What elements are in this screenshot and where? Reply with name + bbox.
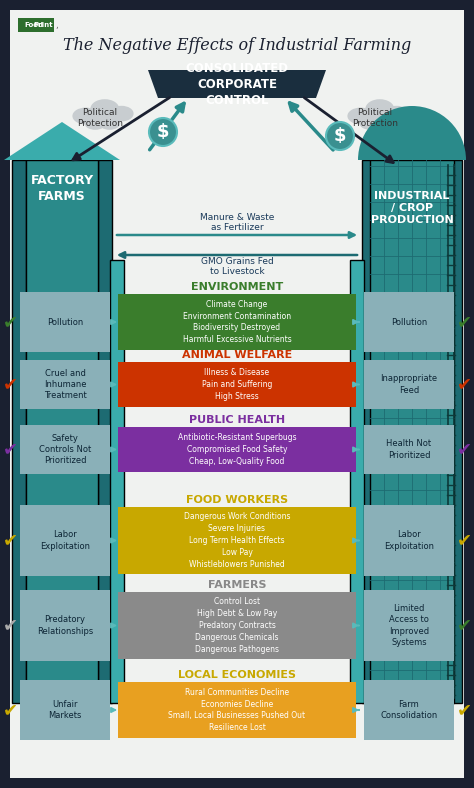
Ellipse shape (347, 108, 374, 125)
Text: ✔: ✔ (456, 313, 472, 331)
Ellipse shape (384, 106, 409, 121)
Text: ✔: ✔ (456, 701, 472, 719)
Text: Illness & Disease
Pain and Suffering
High Stress: Illness & Disease Pain and Suffering Hig… (202, 368, 272, 401)
Text: LOCAL ECONOMIES: LOCAL ECONOMIES (178, 670, 296, 680)
Text: The Negative Effects of Industrial Farming: The Negative Effects of Industrial Farmi… (63, 36, 411, 54)
Text: Antibiotic-Resistant Superbugs
Compromised Food Safety
Cheap, Low-Quality Food: Antibiotic-Resistant Superbugs Compromis… (178, 433, 296, 466)
FancyBboxPatch shape (20, 360, 110, 409)
Text: ✔: ✔ (456, 376, 472, 393)
Text: ✔: ✔ (456, 531, 472, 549)
Ellipse shape (73, 108, 99, 125)
Ellipse shape (374, 117, 395, 130)
Text: Rural Communities Decline
Economies Decline
Small, Local Businesses Pushed Out
R: Rural Communities Decline Economies Decl… (168, 688, 306, 732)
Ellipse shape (99, 117, 120, 130)
FancyBboxPatch shape (364, 680, 454, 740)
Ellipse shape (91, 99, 119, 118)
Wedge shape (358, 106, 466, 160)
FancyBboxPatch shape (362, 160, 462, 703)
FancyBboxPatch shape (118, 294, 356, 350)
Text: ANIMAL WELFARE: ANIMAL WELFARE (182, 350, 292, 360)
FancyBboxPatch shape (118, 362, 356, 407)
Text: Dangerous Work Conditions
Severe Injuries
Long Term Health Effects
Low Pay
Whist: Dangerous Work Conditions Severe Injurie… (184, 512, 290, 569)
FancyBboxPatch shape (10, 10, 464, 778)
Text: Control Lost
High Debt & Low Pay
Predatory Contracts
Dangerous Chemicals
Dangero: Control Lost High Debt & Low Pay Predato… (195, 597, 279, 653)
FancyBboxPatch shape (118, 592, 356, 659)
FancyBboxPatch shape (364, 590, 454, 661)
Text: ENVIRONMENT: ENVIRONMENT (191, 282, 283, 292)
FancyBboxPatch shape (110, 260, 124, 703)
Text: Cruel and
Inhumane
Treatment: Cruel and Inhumane Treatment (44, 369, 86, 400)
Polygon shape (4, 122, 120, 160)
Text: Health Not
Prioritized: Health Not Prioritized (386, 440, 431, 459)
FancyBboxPatch shape (20, 680, 110, 740)
Ellipse shape (365, 99, 394, 118)
Text: Manure & Waste
as Fertilizer: Manure & Waste as Fertilizer (200, 213, 274, 232)
FancyBboxPatch shape (20, 425, 110, 474)
FancyBboxPatch shape (26, 160, 98, 703)
Text: Safety
Controls Not
Prioritized: Safety Controls Not Prioritized (39, 434, 91, 465)
FancyBboxPatch shape (18, 18, 54, 32)
Text: Farm
Consolidation: Farm Consolidation (380, 700, 438, 720)
FancyBboxPatch shape (20, 505, 110, 576)
Ellipse shape (84, 117, 106, 130)
Text: ✔: ✔ (2, 616, 18, 634)
FancyBboxPatch shape (26, 160, 98, 703)
Text: Pollution: Pollution (391, 318, 427, 326)
Text: $: $ (157, 123, 169, 141)
Text: Food: Food (24, 22, 43, 28)
Text: ✔: ✔ (2, 440, 18, 459)
FancyBboxPatch shape (364, 292, 454, 352)
Text: Political
Protection: Political Protection (77, 108, 123, 128)
FancyBboxPatch shape (118, 427, 356, 472)
Text: $: $ (334, 127, 346, 145)
Text: CONSOLIDATED
CORPORATE
CONTROL: CONSOLIDATED CORPORATE CONTROL (185, 61, 289, 106)
FancyBboxPatch shape (370, 160, 454, 703)
FancyBboxPatch shape (118, 682, 356, 738)
Text: Political
Protection: Political Protection (352, 108, 398, 128)
Text: PUBLIC HEALTH: PUBLIC HEALTH (189, 415, 285, 425)
Text: ✔: ✔ (2, 531, 18, 549)
FancyBboxPatch shape (364, 505, 454, 576)
Text: FARMERS: FARMERS (208, 580, 266, 590)
Text: Pollution: Pollution (47, 318, 83, 326)
Text: GMO Grains Fed
to Livestock: GMO Grains Fed to Livestock (201, 257, 273, 277)
Ellipse shape (359, 117, 381, 130)
Text: Predatory
Relationships: Predatory Relationships (37, 615, 93, 636)
Text: ✔: ✔ (2, 313, 18, 331)
Text: Unfair
Markets: Unfair Markets (48, 700, 82, 720)
Text: Climate Change
Environment Contamination
Biodiversity Destroyed
Harmful Excessiv: Climate Change Environment Contamination… (182, 299, 292, 344)
Text: INDUSTRIAL
/ CROP
PRODUCTION: INDUSTRIAL / CROP PRODUCTION (371, 191, 453, 225)
Text: ✔: ✔ (456, 440, 472, 459)
Text: ✔: ✔ (2, 701, 18, 719)
Text: ✔: ✔ (456, 616, 472, 634)
Text: Print: Print (33, 22, 53, 28)
Circle shape (326, 122, 354, 150)
FancyBboxPatch shape (20, 590, 110, 661)
FancyBboxPatch shape (364, 425, 454, 474)
Polygon shape (148, 70, 326, 98)
Text: Inappropriate
Feed: Inappropriate Feed (381, 374, 438, 395)
FancyBboxPatch shape (12, 160, 112, 703)
Text: Limited
Access to
Improved
Systems: Limited Access to Improved Systems (389, 604, 429, 647)
Text: Labor
Exploitation: Labor Exploitation (40, 530, 90, 551)
Circle shape (149, 118, 177, 146)
Text: ,: , (55, 20, 58, 29)
FancyBboxPatch shape (20, 292, 110, 352)
Text: FACTORY
FARMS: FACTORY FARMS (30, 173, 93, 203)
FancyBboxPatch shape (118, 507, 356, 574)
Ellipse shape (109, 106, 134, 121)
FancyBboxPatch shape (350, 260, 364, 703)
Text: Labor
Exploitation: Labor Exploitation (384, 530, 434, 551)
Text: FOOD WORKERS: FOOD WORKERS (186, 495, 288, 505)
FancyBboxPatch shape (364, 360, 454, 409)
Text: ✔: ✔ (2, 376, 18, 393)
